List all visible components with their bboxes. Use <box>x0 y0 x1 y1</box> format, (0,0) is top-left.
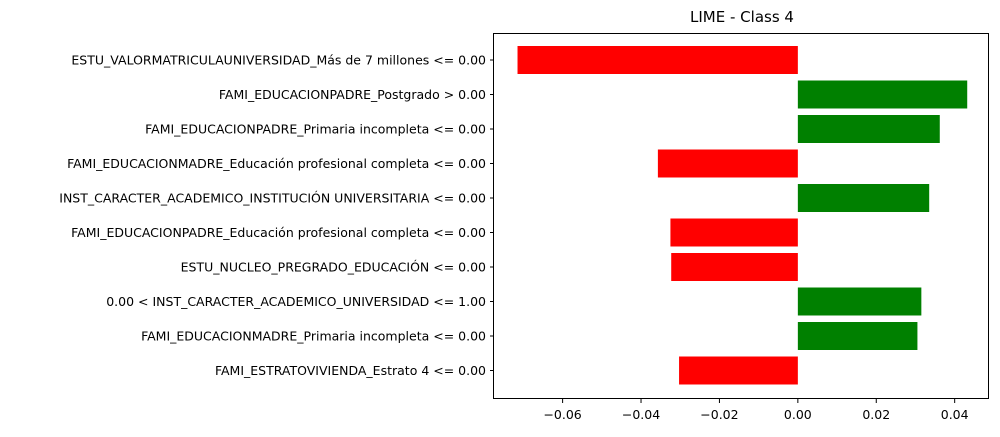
bar <box>679 356 798 385</box>
category-label: INST_CARACTER_ACADEMICO_INSTITUCIÓN UNIV… <box>59 191 486 206</box>
category-label: ESTU_VALORMATRICULAUNIVERSIDAD_Más de 7 … <box>71 53 486 68</box>
bars-group <box>517 46 968 385</box>
x-axis-ticks: −0.06 −0.04 −0.02 0.00 0.02 0.04 <box>543 398 969 422</box>
bar <box>797 115 940 143</box>
bar <box>797 322 918 350</box>
category-label: FAMI_ESTRATOVIVIENDA_Estrato 4 <= 0.00 <box>215 363 486 378</box>
bar <box>797 287 922 316</box>
axes-frame <box>493 33 989 399</box>
chart-title: LIME - Class 4 <box>690 8 794 26</box>
bar <box>670 218 798 247</box>
bar <box>657 149 798 178</box>
bar <box>517 46 798 74</box>
category-label: FAMI_EDUCACIONPADRE_Postgrado > 0.00 <box>219 87 486 102</box>
x-tick-label: −0.06 <box>543 407 581 422</box>
category-label: ESTU_NUCLEO_PREGRADO_EDUCACIÓN <= 0.00 <box>181 260 486 275</box>
x-tick-label: 0.00 <box>784 407 812 422</box>
category-label: FAMI_EDUCACIONPADRE_Primaria incompleta … <box>145 122 486 137</box>
category-labels: ESTU_VALORMATRICULAUNIVERSIDAD_Más de 7 … <box>59 53 494 378</box>
category-label: FAMI_EDUCACIONPADRE_Educación profesiona… <box>71 225 486 240</box>
x-tick-label: 0.02 <box>862 407 890 422</box>
bar <box>797 80 968 109</box>
category-label: FAMI_EDUCACIONMADRE_Educación profesiona… <box>67 156 486 171</box>
bar <box>671 253 798 281</box>
x-tick-label: 0.04 <box>941 407 969 422</box>
x-tick-label: −0.04 <box>622 407 660 422</box>
x-tick-label: −0.02 <box>700 407 738 422</box>
bar <box>797 184 930 212</box>
category-label: FAMI_EDUCACIONMADRE_Primaria incompleta … <box>141 329 486 344</box>
category-label: 0.00 < INST_CARACTER_ACADEMICO_UNIVERSID… <box>106 294 486 309</box>
